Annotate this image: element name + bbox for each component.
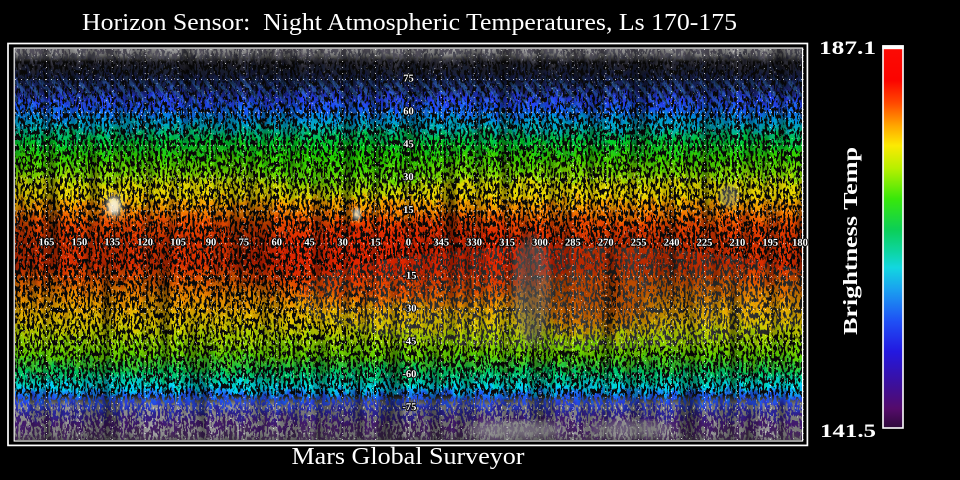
svg-text:Mars Global Surveyor: Mars Global Surveyor	[292, 444, 525, 470]
svg-text:-60: -60	[402, 369, 416, 380]
svg-text:210: 210	[730, 238, 746, 249]
svg-text:Horizon Sensor: Night Atmosph: Horizon Sensor: Night Atmospheric Temper…	[82, 10, 737, 36]
svg-text:135: 135	[104, 237, 120, 248]
svg-text:330: 330	[466, 238, 482, 249]
svg-text:45: 45	[403, 139, 414, 150]
svg-text:270: 270	[598, 238, 614, 249]
svg-text:240: 240	[664, 238, 680, 249]
svg-text:-45: -45	[402, 336, 416, 347]
svg-text:255: 255	[631, 238, 647, 249]
svg-text:225: 225	[697, 238, 713, 249]
svg-text:-30: -30	[402, 303, 416, 314]
svg-text:120: 120	[137, 237, 153, 248]
svg-text:75: 75	[239, 237, 250, 248]
svg-text:285: 285	[565, 238, 581, 249]
svg-text:345: 345	[433, 238, 449, 249]
svg-text:150: 150	[72, 237, 88, 248]
svg-text:165: 165	[39, 237, 55, 248]
svg-text:30: 30	[403, 172, 414, 183]
svg-text:75: 75	[403, 73, 414, 84]
svg-text:-75: -75	[402, 402, 416, 413]
svg-text:180: 180	[792, 238, 808, 249]
svg-text:60: 60	[272, 237, 283, 248]
svg-text:195: 195	[762, 238, 778, 249]
svg-text:300: 300	[532, 238, 548, 249]
svg-text:90: 90	[206, 237, 217, 248]
svg-text:315: 315	[499, 238, 515, 249]
svg-text:0: 0	[406, 237, 411, 248]
svg-text:141.5: 141.5	[820, 421, 876, 442]
svg-text:15: 15	[403, 205, 414, 216]
svg-text:45: 45	[304, 237, 315, 248]
svg-text:15: 15	[370, 237, 381, 248]
svg-text:105: 105	[170, 237, 186, 248]
svg-text:Brightness Temp: Brightness Temp	[840, 147, 862, 335]
svg-text:30: 30	[337, 237, 348, 248]
svg-text:187.1: 187.1	[819, 38, 876, 59]
svg-text:60: 60	[403, 106, 414, 117]
svg-text:-15: -15	[402, 271, 416, 282]
